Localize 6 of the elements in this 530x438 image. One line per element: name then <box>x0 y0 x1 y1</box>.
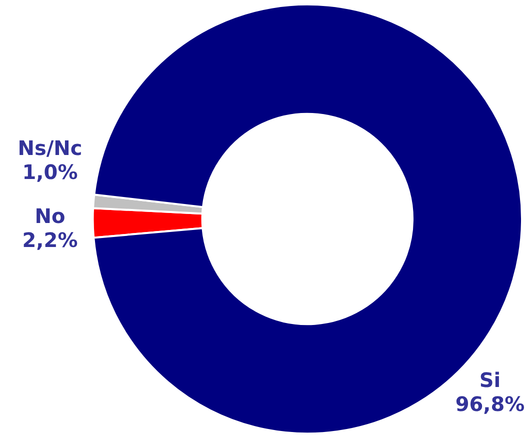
data-label: 96,8% <box>455 392 525 416</box>
slice-label: Ns/Nc <box>18 136 82 160</box>
slice-label: No <box>34 204 66 228</box>
slice-label: Si <box>479 368 501 392</box>
data-label: 2,2% <box>22 228 78 252</box>
data-label: 1,0% <box>22 160 78 184</box>
